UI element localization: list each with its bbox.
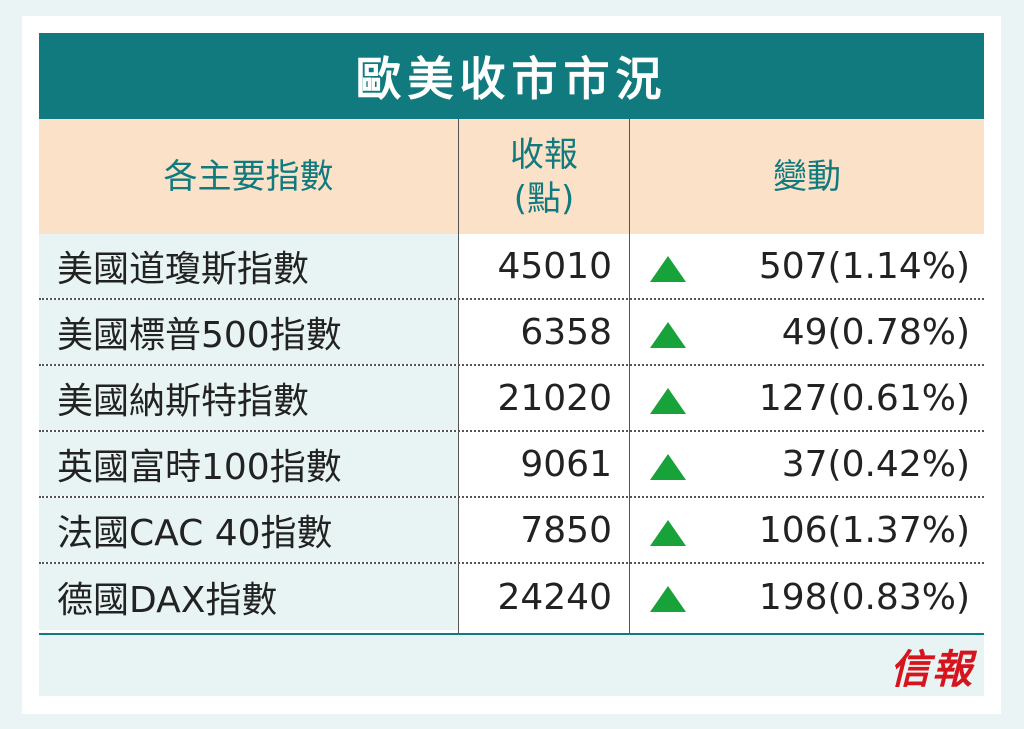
column-divider	[629, 119, 630, 633]
index-close: 21020	[497, 377, 612, 419]
table-row: 德國DAX指數 24240 198(0.83%)	[39, 564, 984, 630]
index-change: 37(0.42%)	[630, 432, 984, 496]
index-close: 45010	[497, 245, 612, 287]
header-close-label: 收報	[510, 134, 578, 175]
table-row: 法國CAC 40指數 7850 106(1.37%)	[39, 498, 984, 564]
table-row: 美國道瓊斯指數 45010 507(1.14%)	[39, 234, 984, 300]
header-row: 各主要指數 收報 (點) 變動	[39, 119, 984, 234]
index-change: 127(0.61%)	[630, 366, 984, 430]
table-bottom-rule	[39, 633, 984, 650]
index-close: 6358	[520, 311, 612, 353]
change-value: 507(1.14%)	[758, 245, 970, 287]
index-name: 英國富時100指數	[39, 432, 459, 496]
table-title: 歐美收市市況	[39, 33, 984, 119]
index-name: 美國標普500指數	[39, 300, 459, 364]
index-change: 507(1.14%)	[630, 234, 984, 298]
table-footer	[39, 650, 984, 696]
change-value: 37(0.42%)	[781, 443, 970, 485]
index-name: 德國DAX指數	[39, 564, 459, 630]
header-index: 各主要指數	[163, 156, 334, 197]
index-name: 美國道瓊斯指數	[39, 234, 459, 298]
header-change: 變動	[773, 156, 841, 197]
table-body: 美國道瓊斯指數 45010 507(1.14%) 美國標普500指數 6358 …	[39, 234, 984, 633]
up-triangle-icon	[650, 256, 686, 282]
column-divider	[458, 119, 459, 633]
table-row: 美國標普500指數 6358 49(0.78%)	[39, 300, 984, 366]
up-triangle-icon	[650, 322, 686, 348]
market-card: 歐美收市市況 各主要指數 收報 (點) 變動 美國道瓊斯指數 45010 507…	[22, 16, 1001, 714]
change-value: 49(0.78%)	[781, 311, 970, 353]
index-name: 法國CAC 40指數	[39, 498, 459, 562]
header-close-unit: (點)	[513, 178, 575, 219]
change-value: 106(1.37%)	[758, 509, 970, 551]
index-change: 49(0.78%)	[630, 300, 984, 364]
market-table: 歐美收市市況 各主要指數 收報 (點) 變動 美國道瓊斯指數 45010 507…	[39, 33, 984, 696]
table-row: 英國富時100指數 9061 37(0.42%)	[39, 432, 984, 498]
index-close: 24240	[497, 576, 612, 618]
change-value: 127(0.61%)	[758, 377, 970, 419]
table-row: 美國納斯特指數 21020 127(0.61%)	[39, 366, 984, 432]
index-close: 9061	[520, 443, 612, 485]
index-change: 106(1.37%)	[630, 498, 984, 562]
index-change: 198(0.83%)	[630, 564, 984, 630]
header-close: 收報 (點)	[459, 119, 629, 234]
up-triangle-icon	[650, 520, 686, 546]
up-triangle-icon	[650, 388, 686, 414]
up-triangle-icon	[650, 586, 686, 612]
index-close: 7850	[520, 509, 612, 551]
change-value: 198(0.83%)	[758, 576, 970, 618]
up-triangle-icon	[650, 454, 686, 480]
index-name: 美國納斯特指數	[39, 366, 459, 430]
publisher-logo: 信報	[890, 646, 974, 693]
